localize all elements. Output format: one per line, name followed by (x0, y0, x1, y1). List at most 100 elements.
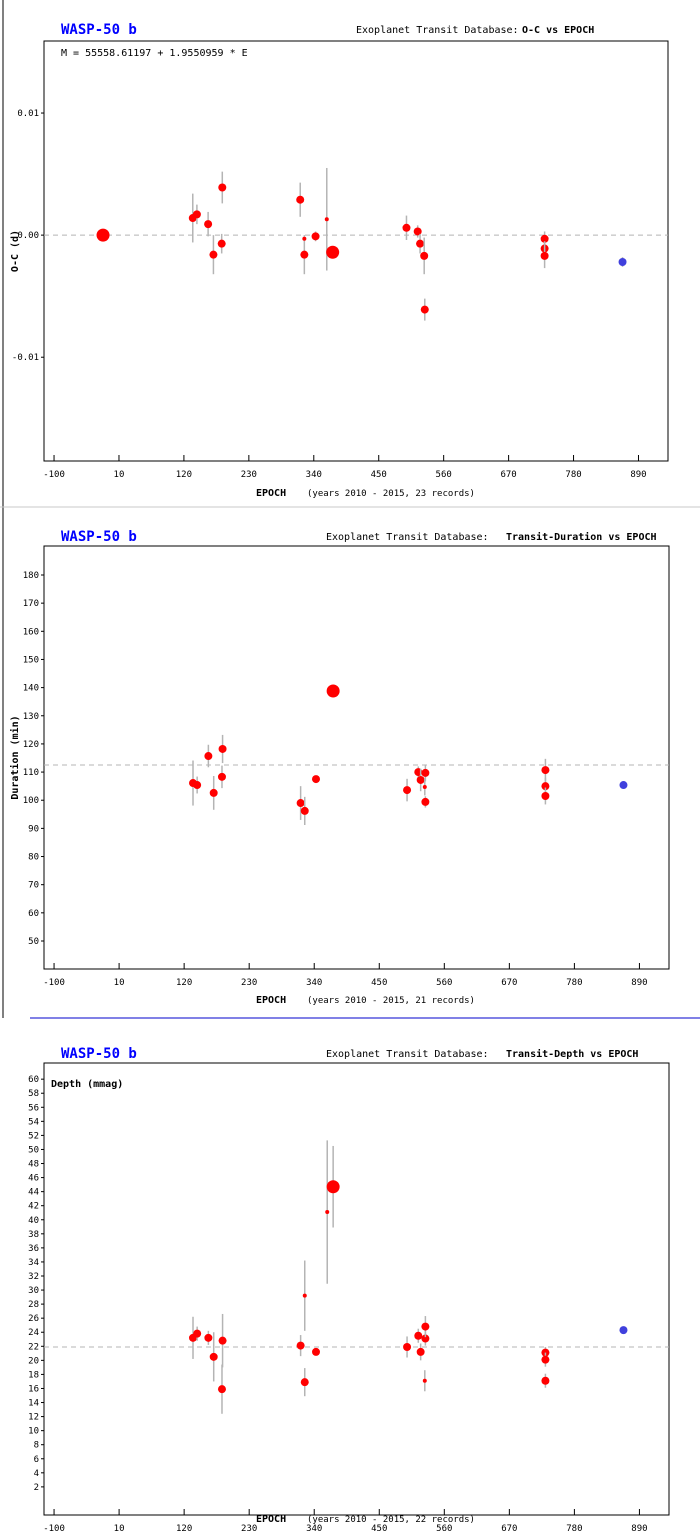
chart-source-label: Exoplanet Transit Database: (326, 1049, 489, 1060)
x-tick-label: 670 (500, 470, 516, 480)
y-tick-label: 20 (28, 1356, 39, 1366)
data-point (421, 768, 430, 777)
data-point (204, 220, 213, 229)
x-tick-label: 10 (114, 1524, 125, 1531)
y-tick-label: 24 (28, 1328, 39, 1338)
y-tick-label: 180 (23, 571, 39, 581)
chart-planet-title: WASP-50 b (61, 1046, 137, 1062)
y-tick-label: 16 (28, 1384, 39, 1394)
x-tick-label: 890 (631, 978, 647, 988)
x-tick-label: -100 (43, 978, 65, 988)
data-point (218, 744, 227, 753)
y-tick-label: 42 (28, 1202, 39, 1212)
data-point (326, 684, 340, 698)
y-tick-label: 0.00 (17, 231, 39, 241)
data-point (192, 210, 201, 219)
data-point (416, 239, 425, 248)
x-axis-label: EPOCH (256, 1514, 286, 1525)
data-point (296, 799, 305, 808)
plot-frame (43, 545, 670, 970)
x-axis-label: EPOCH (256, 995, 286, 1006)
chart-planet-title: WASP-50 b (61, 529, 137, 545)
y-tick-label: 70 (28, 881, 39, 891)
data-point (541, 1355, 550, 1364)
x-axis-note: (years 2010 - 2015, 21 records) (307, 996, 475, 1006)
data-point (193, 781, 202, 790)
x-tick-label: -100 (43, 1524, 65, 1531)
data-point (541, 791, 550, 800)
y-tick-label: 110 (23, 768, 39, 778)
data-point (540, 251, 549, 260)
data-point (541, 1376, 550, 1385)
data-point (414, 1331, 423, 1340)
data-point (421, 1322, 430, 1331)
y-tick-label: 0.01 (17, 109, 39, 119)
data-point (204, 1333, 213, 1342)
data-point (619, 781, 628, 790)
y-tick-label: 50 (28, 1145, 39, 1155)
y-tick-label: 32 (28, 1272, 39, 1282)
data-point (326, 245, 340, 259)
data-point (209, 788, 218, 797)
x-tick-label: 560 (436, 1524, 452, 1531)
y-tick-label: 26 (28, 1314, 39, 1324)
data-point (422, 1378, 427, 1383)
data-point (302, 236, 307, 241)
x-tick-label: 890 (630, 470, 646, 480)
x-tick-label: -100 (43, 470, 65, 480)
y-tick-label: 52 (28, 1131, 39, 1141)
data-point (403, 1342, 412, 1351)
x-tick-label: 450 (371, 1524, 387, 1531)
data-point (540, 234, 549, 243)
y-tick-label: 120 (23, 740, 39, 750)
data-point (403, 786, 412, 795)
data-point (217, 772, 226, 781)
x-tick-label: 230 (241, 978, 257, 988)
data-point (311, 232, 320, 241)
data-point (96, 228, 110, 242)
x-tick-label: 120 (176, 1524, 192, 1531)
data-point (296, 195, 305, 204)
x-tick-label: 10 (114, 978, 125, 988)
x-tick-label: 340 (306, 470, 322, 480)
data-point (300, 806, 309, 815)
y-tick-label: 40 (28, 1216, 39, 1226)
data-point (300, 250, 309, 259)
data-point (326, 1180, 340, 1194)
data-point (325, 1210, 330, 1215)
y-tick-label: 140 (23, 684, 39, 694)
x-tick-label: 340 (306, 1524, 322, 1531)
data-point (204, 752, 213, 761)
data-point (209, 1352, 218, 1361)
chart-source-label: Exoplanet Transit Database: (326, 532, 489, 543)
data-point (541, 766, 550, 775)
ephemeris-annotation: M = 55558.61197 + 1.9550959 * E (61, 48, 248, 59)
data-point (416, 1347, 425, 1356)
y-tick-label: 38 (28, 1230, 39, 1240)
plot-frame (43, 1062, 670, 1516)
x-tick-label: 560 (436, 470, 452, 480)
data-point (302, 1293, 307, 1298)
y-tick-label: 170 (23, 599, 39, 609)
y-axis-label: Duration (min) (9, 715, 21, 799)
data-point (311, 775, 320, 784)
x-tick-label: 10 (114, 470, 125, 480)
data-point (422, 784, 427, 789)
chart-source-label: Exoplanet Transit Database: (356, 25, 519, 36)
x-tick-label: 780 (566, 1524, 582, 1531)
chart-title: O-C vs EPOCH (522, 25, 594, 36)
x-axis-note: (years 2010 - 2015, 22 records) (307, 1515, 475, 1525)
data-point (324, 217, 329, 222)
y-tick-label: 18 (28, 1370, 39, 1380)
data-point (421, 1334, 430, 1343)
data-point (217, 1385, 226, 1394)
y-tick-label: 12 (28, 1413, 39, 1423)
data-point (218, 183, 227, 192)
data-point (421, 797, 430, 806)
data-point (296, 1341, 305, 1350)
y-tick-label: 2 (34, 1483, 39, 1493)
y-tick-label: 28 (28, 1300, 39, 1310)
data-point (402, 223, 411, 232)
y-tick-label: 4 (34, 1469, 39, 1479)
